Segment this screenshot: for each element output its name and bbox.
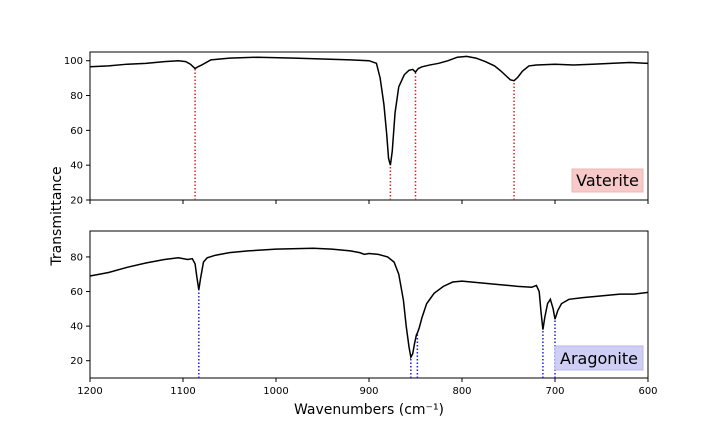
vaterite-label-box <box>571 168 644 193</box>
vaterite-axes-frame <box>89 51 649 201</box>
x-tick-label: 800 <box>452 386 471 397</box>
aragonite-panel: 20 40 60 80 1200 1100 1000 900 800 700 600 Aragon… <box>70 230 658 397</box>
aragonite-label: Aragonite <box>560 349 638 368</box>
y-tick-label: 60 <box>70 126 83 137</box>
x-axis-label: Wavenumbers (cm⁻¹) <box>294 402 444 418</box>
y-tick-label: 40 <box>70 322 83 333</box>
x-tick-label: 1000 <box>263 386 288 397</box>
vaterite-panel: 20 40 60 80 100 Vaterite <box>64 51 649 207</box>
aragonite-spectrum-line <box>89 247 649 360</box>
y-axis-label: Transmittance <box>49 166 65 266</box>
x-tick-label: 600 <box>638 386 657 397</box>
vaterite-peak-markers <box>194 68 515 200</box>
vaterite-x-ticks <box>89 200 649 204</box>
y-tick-label: 40 <box>70 161 83 172</box>
aragonite-y-ticks: 20 40 60 80 <box>70 252 90 367</box>
x-tick-label: 900 <box>359 386 378 397</box>
x-tick-label: 700 <box>545 386 564 397</box>
vaterite-y-ticks: 20 40 60 80 100 <box>64 56 90 207</box>
aragonite-label-box <box>554 345 644 371</box>
vaterite-label: Vaterite <box>576 171 639 190</box>
y-tick-label: 80 <box>70 91 83 102</box>
y-tick-label: 60 <box>70 287 83 298</box>
x-tick-label: 1100 <box>170 386 195 397</box>
aragonite-x-ticks: 1200 1100 1000 900 800 700 600 <box>77 378 658 397</box>
aragonite-peak-markers <box>198 289 556 378</box>
y-tick-label: 20 <box>70 356 83 367</box>
x-tick-label: 1200 <box>77 386 102 397</box>
y-tick-label: 100 <box>64 56 83 67</box>
vaterite-spectrum-line <box>89 55 649 166</box>
y-tick-label: 20 <box>70 196 83 207</box>
y-tick-label: 80 <box>70 252 83 263</box>
